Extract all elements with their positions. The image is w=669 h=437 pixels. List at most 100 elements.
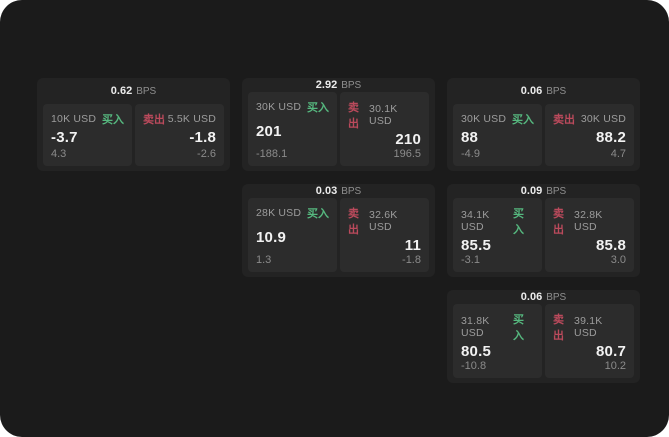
sell-size-label: 30K USD [580, 113, 626, 125]
sell-label: 卖出 [143, 114, 165, 126]
spread-value: 0.09 [520, 185, 543, 197]
quote-grid: 0.62 BPS 10K USD 买入 -3.7 4.3 卖出 5.5K USD… [37, 78, 640, 383]
buy-panel[interactable]: 31.8K USD 买入 80.5 -10.8 [453, 304, 542, 378]
spread-header: 0.03 BPS [242, 184, 435, 198]
buy-price: 80.5 [461, 343, 491, 360]
quote-panels: 28K USD 买入 10.9 1.3 卖出 32.6K USD 11 -1.8 [242, 198, 435, 277]
spread-unit: BPS [341, 185, 362, 197]
quote-panels: 34.1K USD 买入 85.5 -3.1 卖出 32.8K USD 85.8… [447, 198, 640, 277]
buy-panel[interactable]: 34.1K USD 买入 85.5 -3.1 [453, 198, 542, 272]
sell-size-label: 32.8K USD [574, 209, 603, 233]
sell-label: 卖出 [553, 314, 564, 342]
quote-card: 0.06 BPS 30K USD 买入 88 -4.9 卖出 30K USD 8… [447, 78, 640, 171]
spread-value: 0.03 [315, 185, 338, 197]
spread-value: 2.92 [315, 79, 338, 91]
buy-panel[interactable]: 28K USD 买入 10.9 1.3 [248, 198, 337, 272]
buy-price: 88 [461, 129, 479, 146]
spread-header: 0.06 BPS [447, 78, 640, 104]
quote-panels: 30K USD 买入 201 -188.1 卖出 30.1K USD 210 1… [242, 92, 435, 171]
buy-label: 买入 [307, 208, 329, 220]
sell-panel[interactable]: 卖出 5.5K USD -1.8 -2.6 [135, 104, 224, 166]
sell-label: 卖出 [348, 208, 359, 236]
sell-label: 卖出 [553, 208, 564, 236]
quote-panels: 10K USD 买入 -3.7 4.3 卖出 5.5K USD -1.8 -2.… [37, 104, 230, 171]
buy-delta: -10.8 [461, 360, 487, 372]
sell-label: 卖出 [553, 114, 575, 126]
buy-price: -3.7 [51, 129, 78, 146]
buy-size-label: 30K USD [461, 113, 507, 125]
buy-delta: 1.3 [256, 254, 272, 266]
sell-price: 210 [395, 131, 421, 148]
sell-delta: 196.5 [393, 148, 421, 160]
buy-label: 买入 [512, 208, 524, 236]
buy-label: 买入 [512, 314, 524, 342]
sell-label: 卖出 [348, 102, 359, 130]
buy-panel[interactable]: 30K USD 买入 88 -4.9 [453, 104, 542, 166]
buy-label: 买入 [102, 114, 124, 126]
spread-header: 2.92 BPS [242, 78, 435, 92]
buy-price: 201 [256, 123, 282, 140]
sell-panel[interactable]: 卖出 39.1K USD 80.7 10.2 [545, 304, 634, 378]
sell-price: -1.8 [189, 129, 216, 146]
sell-panel-top: 卖出 5.5K USD [143, 111, 216, 127]
spread-header: 0.09 BPS [447, 184, 640, 198]
buy-price: 10.9 [256, 229, 286, 246]
quote-card: 0.62 BPS 10K USD 买入 -3.7 4.3 卖出 5.5K USD… [37, 78, 230, 171]
quote-card: 0.09 BPS 34.1K USD 买入 85.5 -3.1 卖出 32.8K… [447, 184, 640, 277]
buy-size-label: 10K USD [51, 113, 97, 125]
buy-label: 买入 [307, 102, 329, 114]
buy-panel-top: 30K USD 买入 [256, 99, 329, 115]
sell-size-label: 32.6K USD [369, 209, 398, 233]
buy-panel[interactable]: 10K USD 买入 -3.7 4.3 [43, 104, 132, 166]
sell-panel-top: 卖出 39.1K USD [553, 311, 626, 343]
buy-panel[interactable]: 30K USD 买入 201 -188.1 [248, 92, 337, 166]
sell-panel[interactable]: 卖出 30K USD 88.2 4.7 [545, 104, 634, 166]
sell-size-label: 30.1K USD [369, 103, 398, 127]
sell-delta: 10.2 [604, 360, 626, 372]
sell-panel[interactable]: 卖出 30.1K USD 210 196.5 [340, 92, 429, 166]
buy-delta: -188.1 [256, 148, 288, 160]
spread-value: 0.62 [110, 85, 133, 97]
quote-panels: 31.8K USD 买入 80.5 -10.8 卖出 39.1K USD 80.… [447, 304, 640, 383]
spread-unit: BPS [546, 185, 567, 197]
quote-card: 2.92 BPS 30K USD 买入 201 -188.1 卖出 30.1K … [242, 78, 435, 171]
buy-label: 买入 [512, 114, 534, 126]
buy-size-label: 31.8K USD [461, 315, 490, 339]
buy-delta: 4.3 [51, 148, 67, 160]
buy-panel-top: 28K USD 买入 [256, 205, 329, 221]
sell-price: 85.8 [596, 237, 626, 254]
buy-delta: -4.9 [461, 148, 480, 160]
buy-panel-top: 30K USD 买入 [461, 111, 534, 127]
quote-panels: 30K USD 买入 88 -4.9 卖出 30K USD 88.2 4.7 [447, 104, 640, 171]
sell-delta: 4.7 [610, 148, 626, 160]
sell-delta: -2.6 [197, 148, 216, 160]
sell-price: 80.7 [596, 343, 626, 360]
spread-unit: BPS [546, 291, 567, 303]
spread-header: 0.06 BPS [447, 290, 640, 304]
sell-panel[interactable]: 卖出 32.8K USD 85.8 3.0 [545, 198, 634, 272]
sell-panel-top: 卖出 30K USD [553, 111, 626, 127]
sell-price: 88.2 [596, 129, 626, 146]
sell-panel[interactable]: 卖出 32.6K USD 11 -1.8 [340, 198, 429, 272]
sell-size-label: 39.1K USD [574, 315, 603, 339]
sell-price: 11 [404, 237, 421, 254]
spread-header: 0.62 BPS [37, 78, 230, 104]
sell-size-label: 5.5K USD [167, 113, 216, 125]
sell-delta: -1.8 [402, 254, 421, 266]
buy-size-label: 30K USD [256, 101, 302, 113]
buy-delta: -3.1 [461, 254, 480, 266]
buy-panel-top: 31.8K USD 买入 [461, 311, 534, 343]
sell-panel-top: 卖出 32.8K USD [553, 205, 626, 237]
spread-unit: BPS [341, 79, 362, 91]
sell-delta: 3.0 [610, 254, 626, 266]
spread-unit: BPS [546, 85, 567, 97]
sell-panel-top: 卖出 30.1K USD [348, 99, 421, 131]
buy-size-label: 34.1K USD [461, 209, 490, 233]
spread-value: 0.06 [520, 291, 543, 303]
sell-panel-top: 卖出 32.6K USD [348, 205, 421, 237]
buy-panel-top: 34.1K USD 买入 [461, 205, 534, 237]
quote-card: 0.06 BPS 31.8K USD 买入 80.5 -10.8 卖出 39.1… [447, 290, 640, 383]
buy-size-label: 28K USD [256, 207, 302, 219]
spread-value: 0.06 [520, 85, 543, 97]
